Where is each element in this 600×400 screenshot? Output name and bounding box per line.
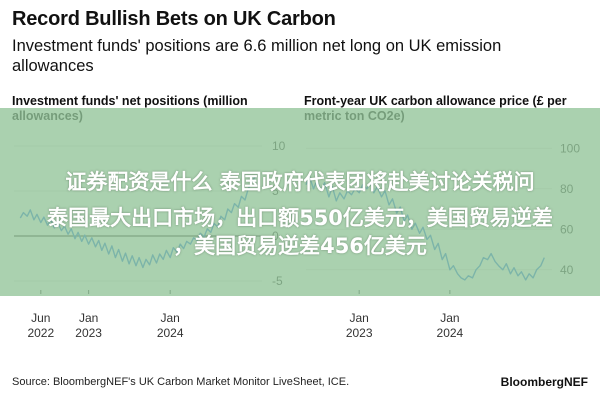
x-tick-label: 2024 (437, 326, 464, 340)
x-tick-label: 2024 (157, 326, 184, 340)
x-tick-label: Jun (31, 311, 50, 325)
x-tick-label: Jan (160, 311, 179, 325)
source-note: Source: BloombergNEF's UK Carbon Market … (12, 376, 350, 388)
overlay-text-line-3: ，美国贸易逆差456亿美元 (173, 234, 427, 258)
overlay-banner (0, 108, 600, 296)
chart-title: Record Bullish Bets on UK Carbon (12, 8, 336, 30)
x-tick-label: Jan (440, 311, 459, 325)
overlay-text-line-2: 泰国最大出口市场，出口额550亿美元，美国贸易逆差 (47, 206, 553, 230)
x-tick-label: 2023 (346, 326, 373, 340)
x-tick-label: Jan (79, 311, 98, 325)
x-tick-label: 2022 (27, 326, 54, 340)
brand-logo: BloombergNEF (500, 375, 588, 389)
x-tick-label: 2023 (75, 326, 102, 340)
chart-subtitle: Investment funds' positions are 6.6 mill… (12, 37, 502, 75)
x-tick-label: Jan (349, 311, 368, 325)
overlay-text-line-1: 证券配资是什么 泰国政府代表团将赴美讨论关税问 (65, 170, 535, 194)
